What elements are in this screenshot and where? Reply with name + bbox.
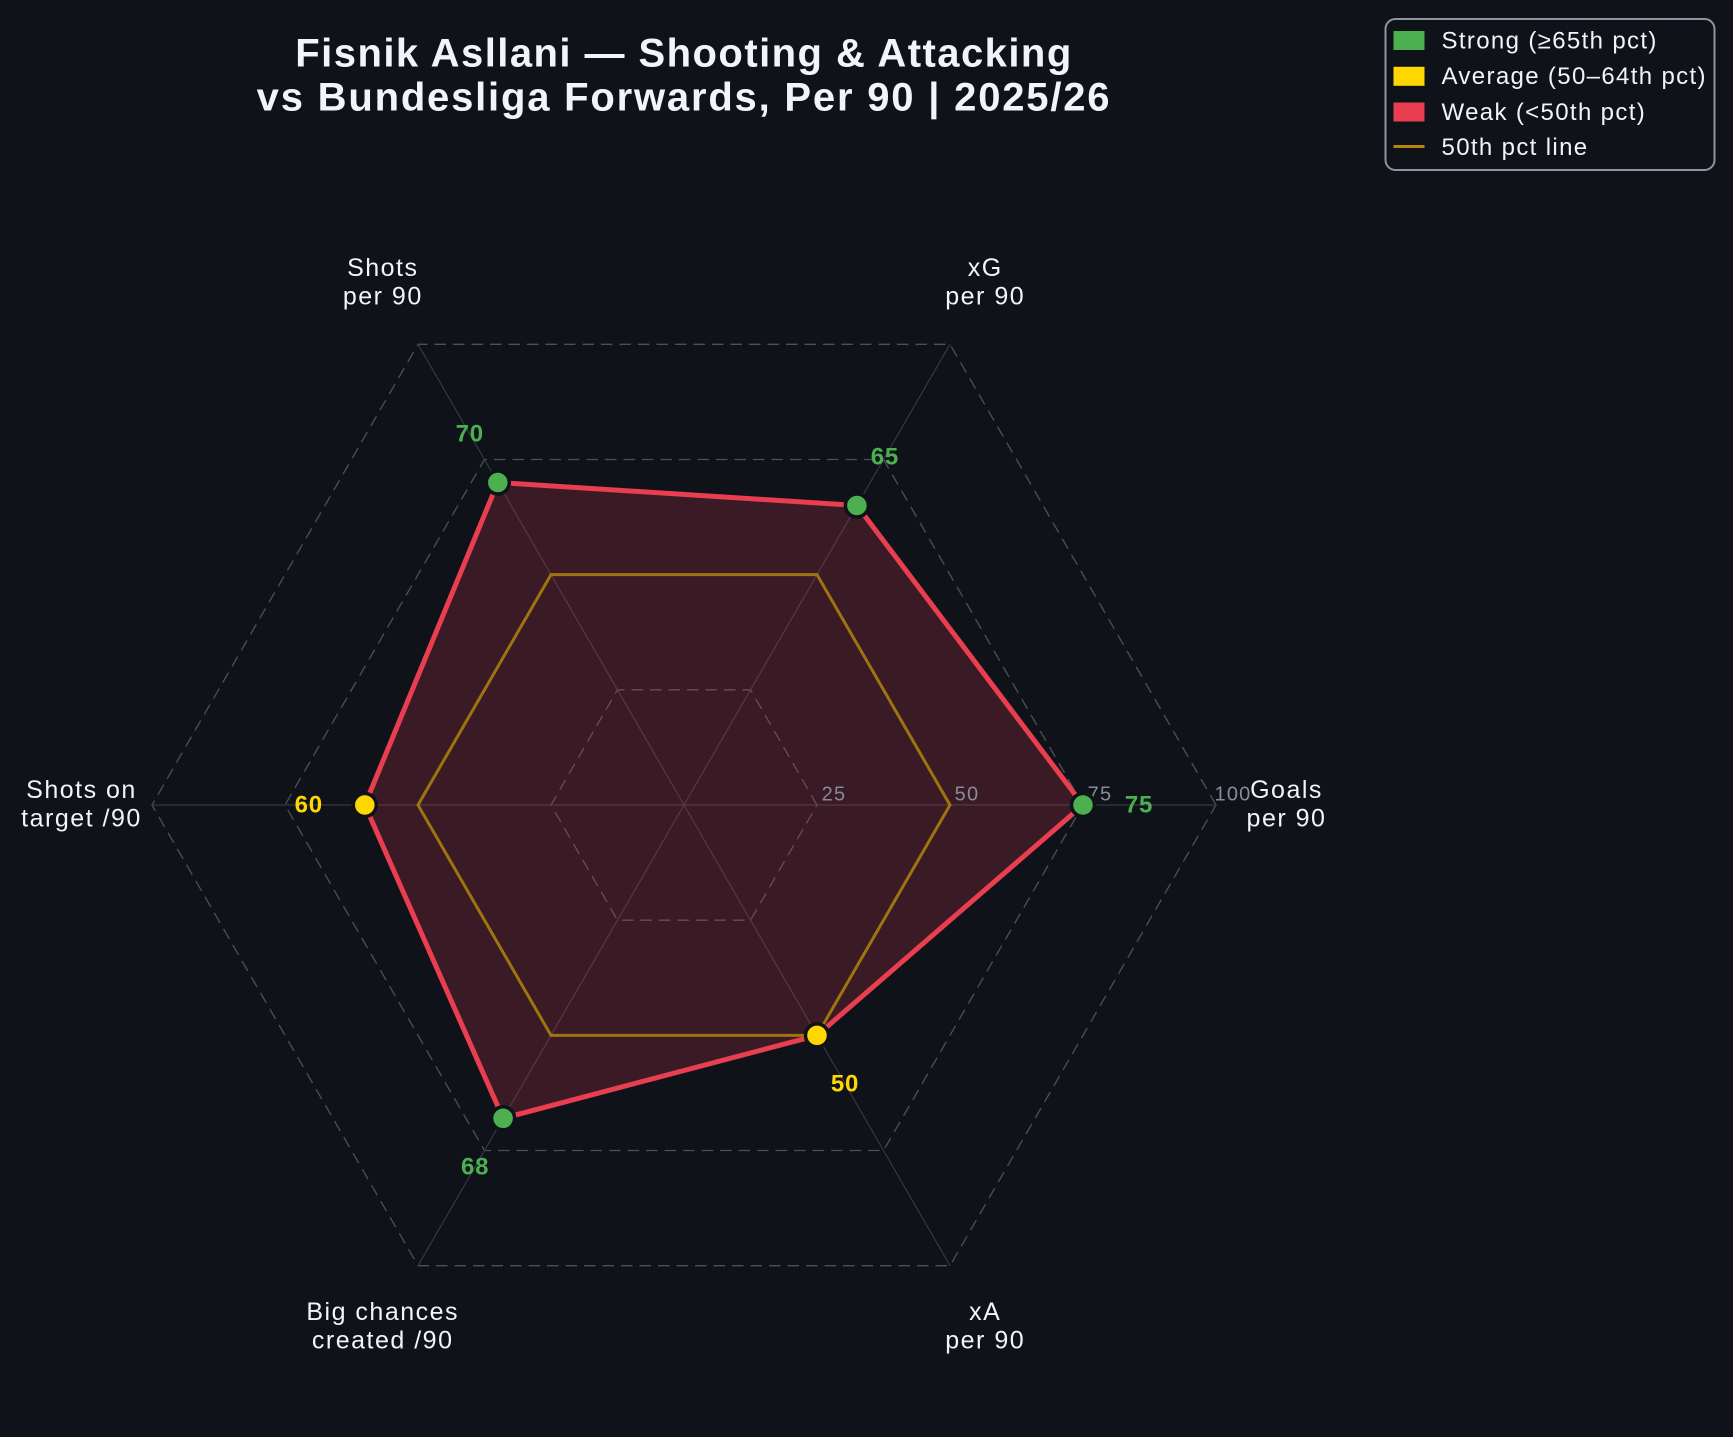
svg-text:vs Bundesliga Forwards, Per 90: vs Bundesliga Forwards, Per 90 | 2025/26 (257, 76, 1112, 120)
svg-text:50th pct line: 50th pct line (1442, 134, 1589, 161)
svg-text:Shots: Shots (347, 254, 418, 282)
svg-text:Average (50–64th pct): Average (50–64th pct) (1442, 63, 1707, 90)
svg-text:Big chances: Big chances (306, 1298, 459, 1326)
svg-text:68: 68 (461, 1153, 489, 1180)
svg-text:25: 25 (822, 784, 847, 806)
svg-text:100: 100 (1215, 784, 1252, 806)
svg-text:75: 75 (1125, 792, 1153, 819)
svg-text:per 90: per 90 (945, 1326, 1025, 1354)
svg-text:Strong (≥65th pct): Strong (≥65th pct) (1442, 27, 1658, 54)
svg-text:60: 60 (295, 792, 323, 819)
svg-text:50: 50 (831, 1070, 859, 1097)
svg-text:65: 65 (871, 444, 899, 471)
svg-text:per 90: per 90 (1247, 805, 1327, 833)
svg-text:Shots on: Shots on (26, 776, 137, 804)
svg-text:Weak (<50th pct): Weak (<50th pct) (1442, 99, 1647, 126)
svg-text:50: 50 (955, 784, 980, 806)
svg-text:Fisnik Asllani — Shooting & At: Fisnik Asllani — Shooting & Attacking (295, 32, 1072, 76)
svg-text:xG: xG (968, 254, 1003, 282)
svg-text:per 90: per 90 (343, 283, 423, 311)
svg-text:created /90: created /90 (312, 1326, 454, 1354)
svg-text:per 90: per 90 (945, 283, 1025, 311)
svg-text:Goals: Goals (1250, 776, 1323, 804)
svg-text:target /90: target /90 (21, 805, 142, 833)
svg-text:xA: xA (969, 1298, 1001, 1326)
svg-text:70: 70 (456, 421, 484, 448)
